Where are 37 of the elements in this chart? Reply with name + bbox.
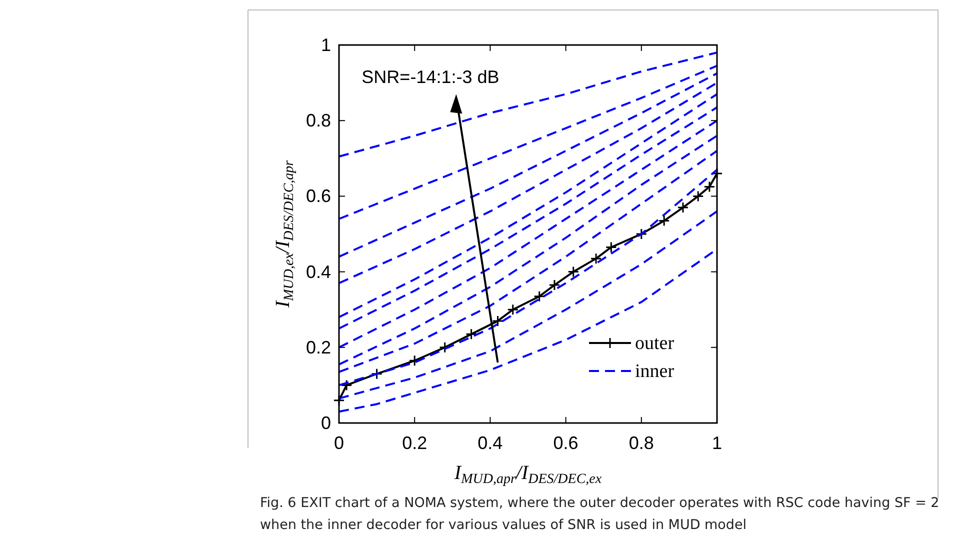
point bbox=[677, 202, 689, 214]
annotation: SNR=-14:1:-3 dB bbox=[362, 66, 500, 87]
point bbox=[534, 290, 546, 302]
line-series bbox=[338, 64, 718, 220]
point bbox=[605, 241, 617, 253]
line-series bbox=[338, 72, 718, 258]
point bbox=[507, 304, 519, 316]
point bbox=[371, 368, 383, 380]
point bbox=[692, 190, 704, 202]
point bbox=[340, 379, 352, 391]
x-tick-label: 1 bbox=[712, 433, 722, 453]
legend-label: inner bbox=[635, 361, 675, 382]
point bbox=[548, 279, 560, 291]
y-tick-label: 0 bbox=[320, 413, 331, 433]
caption: Fig. 6 EXIT chart of a NOMA system, where the outer decoder operates with RSC code having SF = 2 when the inner decoder for various values of SNR is used in MUD model bbox=[260, 494, 940, 535]
line-series bbox=[338, 82, 718, 284]
y-tick-label: 0.8 bbox=[306, 110, 331, 131]
x-tick-label: 0.6 bbox=[553, 433, 578, 453]
x-tick-label: 0 bbox=[334, 433, 344, 453]
y-tick-label: 0.4 bbox=[306, 262, 331, 282]
x-tick-label: 0.4 bbox=[478, 433, 503, 453]
point bbox=[658, 215, 670, 227]
x-tick-label: 0.2 bbox=[402, 433, 428, 453]
legend-label: outer bbox=[635, 333, 675, 354]
line-series bbox=[338, 210, 718, 400]
y-tick-label: 0.6 bbox=[306, 186, 331, 206]
point bbox=[590, 252, 602, 264]
line-series bbox=[338, 52, 718, 158]
point bbox=[466, 328, 478, 340]
point bbox=[568, 266, 580, 278]
point bbox=[636, 228, 648, 240]
x-tick-label: 0.8 bbox=[628, 433, 654, 453]
y-tick-label: 0.2 bbox=[306, 337, 331, 358]
x-axis-title: I$_{MUD,apr}$/I$_{DES/DEC,ex}$ bbox=[453, 462, 602, 488]
point bbox=[704, 181, 716, 192]
y-tick-label: 1 bbox=[320, 35, 331, 55]
point bbox=[492, 315, 504, 327]
